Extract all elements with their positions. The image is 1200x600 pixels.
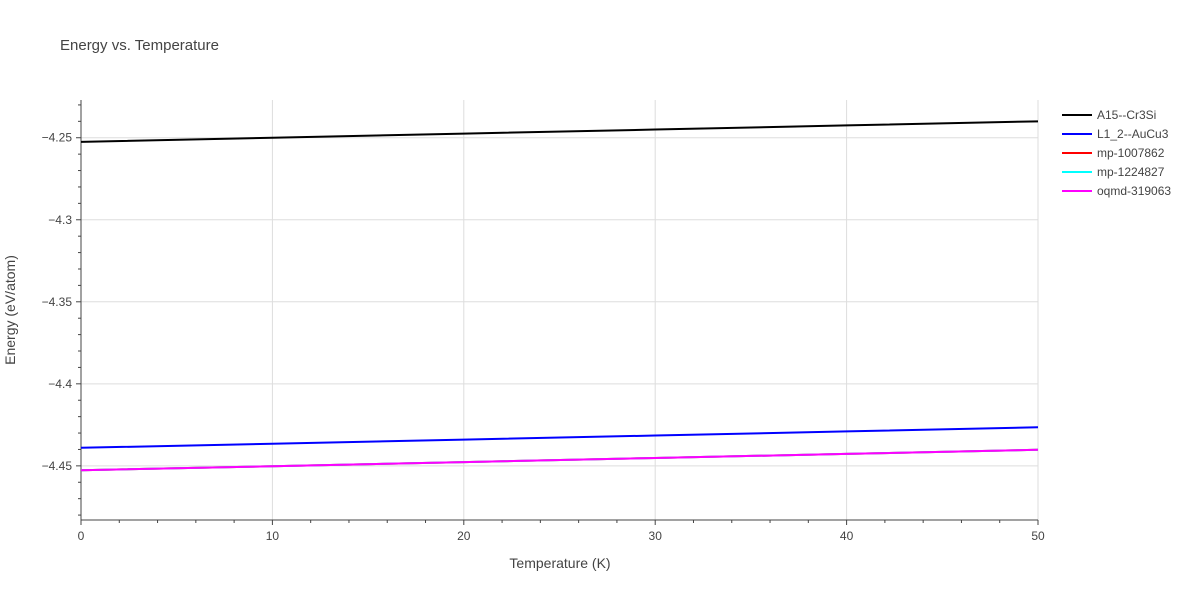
chart-title: Energy vs. Temperature — [60, 37, 219, 54]
legend-label: mp-1224827 — [1097, 165, 1165, 179]
y-tick-label: −4.25 — [42, 131, 73, 145]
legend-label: A15--Cr3Si — [1097, 108, 1156, 122]
x-tick-label: 10 — [266, 529, 280, 543]
y-tick-label: −4.4 — [48, 377, 72, 391]
legend-label: oqmd-319063 — [1097, 184, 1171, 198]
tick-layer: 0 10 20 30 40 50 −4.25 −4.3 −4.35 −4.4 −4.45 — [42, 131, 1045, 543]
y-tick-label: −4.35 — [42, 295, 73, 309]
y-axis-title: Energy (eV/atom) — [2, 255, 18, 365]
axis-layer — [76, 100, 1039, 525]
x-tick-label: 40 — [840, 529, 854, 543]
x-tick-label: 0 — [78, 529, 85, 543]
legend: A15--Cr3Si L1_2--AuCu3 mp-1007862 mp-122482… — [1062, 108, 1171, 198]
legend-label: mp-1007862 — [1097, 146, 1165, 160]
legend-label: L1_2--AuCu3 — [1097, 127, 1169, 141]
grid-layer — [81, 100, 1039, 520]
y-tick-label: −4.3 — [48, 213, 72, 227]
x-tick-label: 30 — [649, 529, 663, 543]
x-axis-title: Temperature (K) — [509, 555, 610, 571]
series-line-oqmd-319063 — [80, 448, 1039, 472]
series-line-L1_2--AuCu3 — [80, 426, 1039, 449]
x-tick-label: 20 — [457, 529, 471, 543]
series-layer — [80, 120, 1039, 472]
x-tick-label: 50 — [1031, 529, 1045, 543]
series-line-A15--Cr3Si — [80, 120, 1039, 143]
y-tick-label: −4.45 — [42, 459, 73, 473]
